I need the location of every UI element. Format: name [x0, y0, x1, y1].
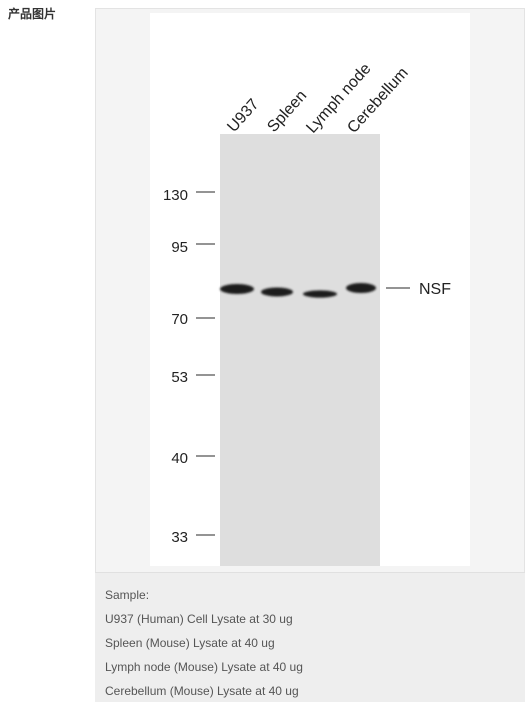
mw-marker-95: 95 [171, 239, 215, 256]
western-blot-image: U937 Spleen Lymph node Cerebellum 130 95… [150, 13, 470, 566]
image-caption: Sample: U937 (Human) Cell Lysate at 30 u… [95, 572, 525, 702]
mw-marker-33: 33 [171, 529, 215, 546]
mw-label: 53 [171, 369, 188, 386]
section-label: 产品图片 [8, 7, 57, 21]
band-u937 [220, 284, 254, 294]
caption-line-u937: U937 (Human) Cell Lysate at 30 ug [105, 612, 293, 626]
blot-membrane [220, 134, 380, 566]
mw-label: 95 [171, 239, 188, 256]
mw-label: 70 [171, 311, 188, 328]
lane-label-spleen: Spleen [264, 87, 310, 135]
band-spleen [261, 287, 293, 297]
mw-marker-130: 130 [163, 187, 215, 204]
band-cerebellum [346, 283, 376, 293]
caption-line-lymph-node: Lymph node (Mouse) Lysate at 40 ug [105, 660, 303, 674]
caption-line-sample: Sample: [105, 588, 150, 602]
mw-label: 130 [163, 187, 188, 204]
mw-marker-70: 70 [171, 311, 215, 328]
lane-label-u937: U937 [224, 96, 262, 136]
band-label-nsf: NSF [419, 281, 451, 298]
mw-marker-53: 53 [171, 369, 215, 386]
caption-line-spleen: Spleen (Mouse) Lysate at 40 ug [105, 636, 275, 650]
caption-line-cerebellum: Cerebellum (Mouse) Lysate at 40 ug [105, 684, 299, 698]
mw-label: 40 [171, 450, 188, 467]
band-lymph-node [303, 290, 337, 298]
mw-marker-40: 40 [171, 450, 215, 467]
mw-label: 33 [171, 529, 188, 546]
